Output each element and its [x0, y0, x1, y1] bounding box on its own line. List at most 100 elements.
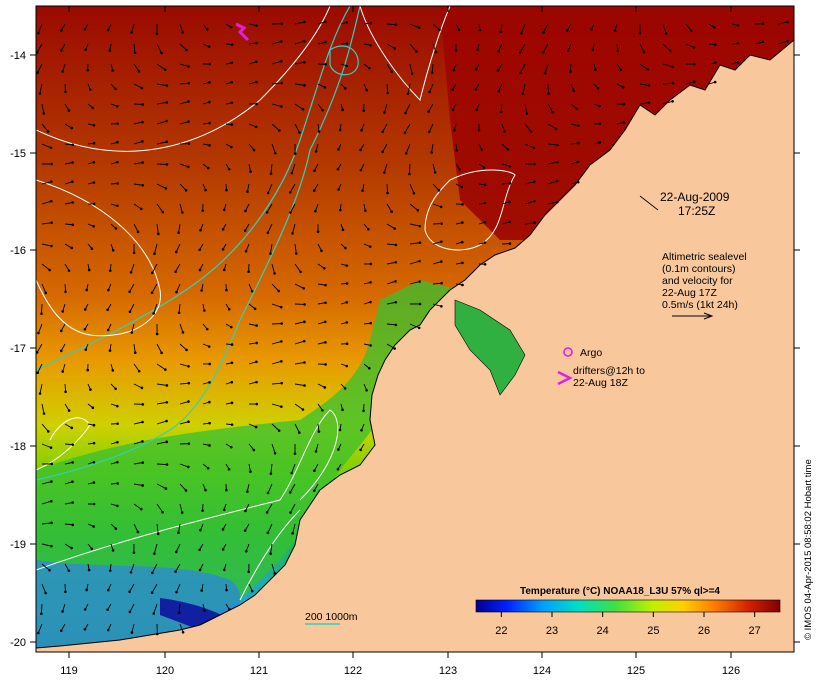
velocity-arrow-head — [141, 140, 144, 143]
velocity-arrow-head — [288, 491, 292, 494]
velocity-arrow-head — [322, 266, 326, 270]
velocity-arrow-head — [92, 525, 95, 528]
velocity-arrow-head — [225, 488, 228, 492]
velocity-arrow-head — [49, 446, 53, 449]
velocity-arrow — [270, 243, 273, 254]
velocity-arrow-head — [116, 122, 119, 126]
bathymetry-200m-contour — [36, 6, 351, 371]
velocity-arrow — [409, 260, 420, 265]
velocity-arrow — [37, 323, 43, 334]
velocity-arrow-head — [314, 150, 318, 153]
velocity-arrow-head — [206, 166, 210, 170]
velocity-arrow — [133, 343, 136, 353]
velocity-arrow — [386, 261, 396, 265]
velocity-arrow-head — [714, 43, 717, 47]
velocity-arrow-head — [164, 187, 168, 190]
velocity-arrow — [179, 121, 189, 125]
velocity-arrow-head — [244, 209, 247, 213]
velocity-arrow — [153, 543, 158, 554]
velocity-arrow — [156, 183, 167, 189]
velocity-arrow-head — [290, 471, 294, 475]
velocity-arrow-head — [497, 49, 500, 53]
velocity-arrow-head — [543, 71, 547, 75]
velocity-arrow — [151, 283, 158, 293]
velocity-arrow-head — [320, 249, 323, 253]
velocity-arrow-head — [255, 80, 258, 84]
velocity-arrow-head — [227, 167, 231, 171]
velocity-arrow-head — [59, 349, 63, 353]
velocity-arrow — [156, 383, 167, 386]
velocity-arrow-head — [141, 103, 145, 106]
velocity-arrow-head — [181, 331, 185, 334]
velocity-arrow-head — [156, 632, 159, 636]
velocity-arrow — [129, 303, 135, 313]
velocity-arrow-head — [693, 62, 696, 66]
y-tick-label: -15 — [10, 148, 26, 160]
velocity-arrow-head — [141, 461, 144, 464]
velocity-arrow-head — [255, 41, 259, 45]
velocity-arrow-head — [418, 241, 422, 245]
velocity-arrow-head — [225, 288, 228, 292]
velocity-arrow-head — [184, 489, 188, 492]
velocity-arrow-head — [42, 412, 46, 415]
velocity-arrow — [383, 103, 388, 113]
velocity-arrow-head — [70, 246, 74, 250]
velocity-arrow-head — [440, 222, 443, 225]
velocity-arrow-head — [529, 130, 533, 133]
velocity-arrow-head — [386, 91, 390, 95]
velocity-arrow-head — [187, 81, 191, 85]
velocity-arrow — [41, 222, 52, 225]
velocity-arrow — [520, 63, 526, 73]
velocity-arrow — [432, 183, 440, 191]
velocity-arrow-head — [108, 569, 112, 572]
velocity-arrow-head — [369, 321, 373, 325]
velocity-arrow-head — [324, 363, 327, 366]
velocity-arrow — [386, 83, 389, 93]
velocity-arrow-head — [312, 489, 316, 492]
velocity-arrow-head — [50, 544, 53, 548]
velocity-arrow-head — [341, 228, 345, 232]
velocity-arrow — [386, 183, 389, 193]
velocity-arrow-head — [269, 172, 273, 175]
velocity-arrow — [156, 223, 159, 234]
velocity-arrow-head — [369, 344, 372, 347]
velocity-arrow-head — [280, 40, 283, 43]
velocity-arrow-head — [321, 108, 324, 112]
velocity-arrow-head — [480, 148, 484, 151]
velocity-arrow-head — [521, 92, 525, 95]
velocity-arrow — [431, 143, 434, 153]
velocity-arrow — [267, 523, 273, 534]
velocity-arrow-head — [187, 420, 190, 424]
velocity-arrow-head — [152, 312, 155, 315]
drifters-line1: drifters@12h to — [573, 365, 645, 377]
velocity-arrow-head — [165, 101, 169, 104]
colorbar-ticks: 22 23 24 25 26 27 — [495, 612, 761, 637]
velocity-arrow — [37, 63, 43, 73]
velocity-arrow-head — [185, 348, 188, 352]
velocity-arrow — [178, 603, 181, 613]
velocity-arrow — [292, 523, 296, 534]
velocity-arrow-head — [255, 380, 258, 384]
velocity-arrow-head — [668, 49, 672, 53]
velocity-arrow-head — [622, 121, 626, 124]
velocity-arrow-head — [418, 224, 422, 228]
velocity-arrow — [154, 243, 158, 254]
velocity-arrow-head — [116, 504, 119, 508]
velocity-arrow — [542, 43, 549, 53]
velocity-arrow-head — [201, 209, 204, 212]
velocity-arrow — [133, 83, 143, 89]
velocity-arrow-head — [161, 210, 165, 214]
velocity-arrow-head — [339, 208, 342, 212]
velocity-arrow-head — [187, 100, 190, 103]
velocity-arrow-head — [519, 71, 522, 75]
velocity-arrow-head — [542, 51, 545, 54]
y-axis: -14 -15 -16 -17 -18 -19 -20 — [10, 50, 800, 649]
velocity-arrow — [41, 423, 49, 432]
velocity-arrow-head — [497, 89, 501, 93]
velocity-arrow — [524, 143, 535, 149]
velocity-arrow — [547, 143, 558, 146]
velocity-arrow-head — [71, 480, 74, 484]
velocity-arrow — [266, 203, 273, 213]
velocity-arrow — [409, 281, 420, 285]
velocity-arrow-head — [475, 108, 479, 112]
